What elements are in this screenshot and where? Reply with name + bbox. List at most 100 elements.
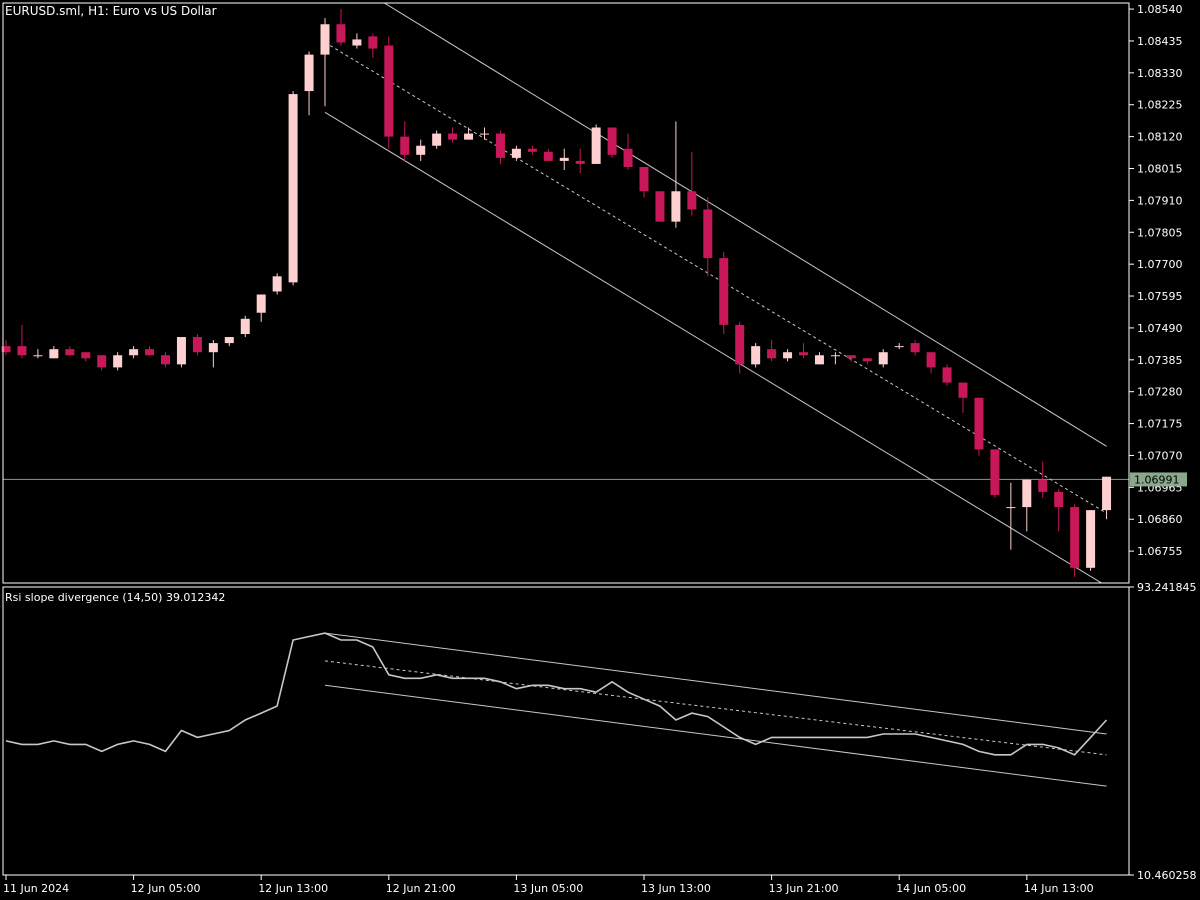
indicator-y-tick-label: 10.460258 — [1137, 869, 1197, 882]
candle-bear — [719, 258, 729, 325]
candle-bull — [671, 191, 681, 222]
x-tick-label: 12 Jun 21:00 — [386, 882, 456, 895]
price-y-tick-label: 1.08015 — [1137, 162, 1183, 175]
x-tick-label: 13 Jun 21:00 — [769, 882, 839, 895]
price-y-tick-label: 1.07700 — [1137, 258, 1183, 271]
price-y-tick-label: 1.07070 — [1137, 449, 1183, 462]
price-y-tick-label: 1.08120 — [1137, 131, 1183, 144]
price-pane[interactable] — [1, 0, 1130, 586]
candle-bear — [703, 209, 713, 259]
x-tick-label: 11 Jun 2024 — [3, 882, 69, 895]
current-price-label: 1.06991 — [1134, 473, 1180, 486]
candle-bull — [1006, 507, 1016, 509]
candle-bear — [575, 160, 585, 164]
candle-bear — [145, 349, 155, 356]
candle-bear — [192, 337, 202, 353]
candle-bull — [288, 94, 298, 283]
candle-bull — [256, 294, 266, 313]
candle-bear — [400, 136, 410, 155]
candle-bear — [799, 352, 808, 356]
candle-bear — [336, 24, 346, 43]
candle-bear — [655, 191, 665, 222]
candle-bull — [559, 157, 569, 161]
candle-bull — [878, 352, 888, 365]
candle-bear — [990, 449, 1000, 495]
candle-bear — [1070, 507, 1080, 568]
candle-bear — [735, 324, 745, 365]
candle-bull — [304, 54, 314, 92]
price-y-tick-label: 1.08540 — [1137, 3, 1183, 16]
current-price-tag — [1130, 472, 1187, 487]
price-y-tick-label: 1.06755 — [1137, 545, 1183, 558]
candle-bull — [49, 349, 59, 359]
price-channel-upper — [383, 3, 1107, 447]
candle-bull — [352, 39, 362, 46]
candle-bull — [1086, 510, 1096, 568]
candle-bull — [224, 337, 234, 344]
price-channel — [324, 3, 1107, 583]
price-y-tick-label: 1.07490 — [1137, 322, 1183, 335]
x-tick-label: 13 Jun 05:00 — [513, 882, 583, 895]
x-tick-label: 13 Jun 13:00 — [641, 882, 711, 895]
candle-bull — [830, 355, 840, 357]
candle-bull — [894, 346, 904, 348]
candle-bull — [176, 337, 186, 365]
candle-bear — [639, 166, 649, 192]
candle-bear — [384, 45, 394, 137]
candle-bear — [495, 133, 505, 158]
candle-bear — [97, 355, 107, 368]
candle-bear — [81, 352, 91, 359]
price-y-tick-label: 1.08225 — [1137, 99, 1183, 112]
price-y-tick-label: 1.08330 — [1137, 67, 1183, 80]
price-y-tick-label: 1.07805 — [1137, 226, 1183, 239]
candle-bear — [942, 367, 952, 383]
x-tick-label: 12 Jun 13:00 — [258, 882, 328, 895]
indicator-y-tick-label: 93.241845 — [1137, 581, 1197, 594]
candle-bear — [607, 127, 617, 155]
candle-bear — [1038, 479, 1048, 492]
indicator-channel-lower — [324, 684, 1107, 787]
x-tick-label: 12 Jun 05:00 — [131, 882, 201, 895]
price-y-tick-label: 1.06860 — [1137, 513, 1183, 526]
indicator-channel-upper — [324, 632, 1107, 735]
x-tick-label: 14 Jun 05:00 — [896, 882, 966, 895]
price-chart-title: EURUSD.sml, H1: Euro vs US Dollar — [5, 4, 217, 18]
price-channel-mid — [324, 42, 1107, 514]
candle-bull — [129, 349, 139, 356]
candle-bull — [416, 145, 426, 155]
candle-bull — [113, 355, 123, 368]
candle-bull — [751, 346, 761, 365]
candle-bear — [862, 358, 872, 362]
candle-bear — [527, 148, 537, 152]
candle-bull — [814, 355, 824, 365]
candle-bull — [320, 24, 330, 55]
price-y-tick-label: 1.07385 — [1137, 354, 1183, 367]
candle-bull — [1102, 476, 1112, 511]
indicator-pane-border — [2, 586, 1130, 876]
candle-bear — [687, 191, 697, 210]
candle-bull — [208, 343, 218, 353]
candle-bull — [272, 276, 282, 292]
indicator-pane[interactable] — [5, 632, 1108, 787]
price-y-tick-label: 1.07910 — [1137, 194, 1183, 207]
candle-bear — [910, 343, 920, 353]
price-y-tick-label: 1.07595 — [1137, 290, 1183, 303]
candle-bear — [17, 346, 27, 356]
candle-bull — [240, 318, 250, 334]
indicator-channel-mid — [324, 660, 1107, 756]
candle-bear — [161, 355, 170, 365]
candle-bear — [974, 397, 984, 450]
price-y-tick-label: 1.07280 — [1137, 386, 1183, 399]
candle-bear — [368, 36, 378, 49]
candle-bull — [783, 352, 793, 359]
candle-bear — [623, 148, 633, 167]
candle-bull — [1022, 479, 1032, 508]
candle-bull — [480, 133, 489, 135]
candle-bull — [33, 355, 43, 357]
candle-bear — [543, 151, 553, 161]
candle-bear — [1, 346, 11, 353]
rsi-slope-line — [5, 632, 1108, 756]
indicator-title: Rsi slope divergence (14,50) 39.012342 — [5, 591, 225, 604]
indicator-channel — [324, 632, 1107, 787]
